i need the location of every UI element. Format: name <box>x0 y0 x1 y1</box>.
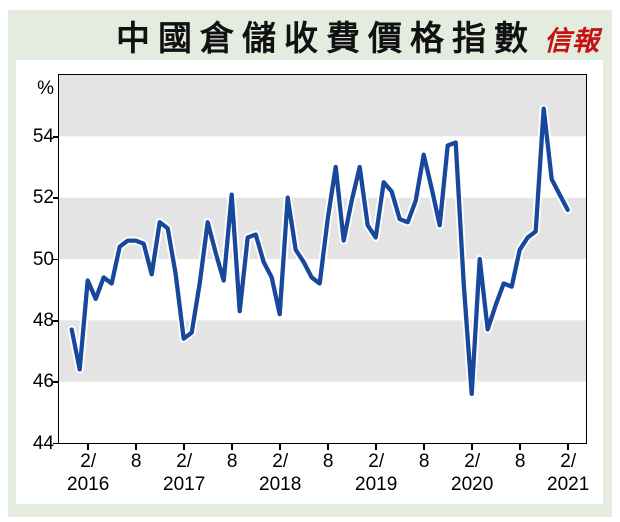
x-tick-label: 2/2016 <box>55 450 121 496</box>
x-tick <box>183 443 185 450</box>
y-tick <box>53 197 59 199</box>
x-tick <box>375 443 377 450</box>
x-tick-label-month: 2/ <box>464 451 481 472</box>
y-tick <box>53 381 59 383</box>
gray-stripe <box>59 75 586 137</box>
x-tick-label-month: 2/ <box>272 451 289 472</box>
y-tick <box>53 136 59 138</box>
x-tick <box>279 443 281 450</box>
x-tick-label-month: 8 <box>514 451 526 472</box>
x-tick-label: 8 <box>295 450 361 473</box>
x-tick-label-month: 2/ <box>560 451 577 472</box>
y-axis-label: 50 <box>32 248 54 270</box>
x-tick <box>327 443 329 450</box>
x-tick-label-month: 8 <box>226 451 238 472</box>
x-tick-label-year: 2016 <box>67 474 110 495</box>
x-tick-label-month: 8 <box>130 451 142 472</box>
x-tick <box>567 443 569 450</box>
gray-stripe <box>59 320 586 382</box>
x-tick-label: 8 <box>199 450 265 473</box>
x-tick-label: 8 <box>103 450 169 473</box>
x-tick-label: 2/2017 <box>151 450 217 496</box>
x-tick-label-month: 8 <box>418 451 430 472</box>
y-tick <box>53 320 59 322</box>
publication-logo: 信報 <box>544 26 600 56</box>
x-tick <box>135 443 137 450</box>
x-tick <box>87 443 89 450</box>
plot-area <box>58 74 587 444</box>
x-tick <box>423 443 425 450</box>
chart-title: 中國倉儲收費價格指數 <box>116 20 536 58</box>
x-tick-label-year: 2017 <box>163 474 206 495</box>
x-tick-label: 2/2021 <box>535 450 601 496</box>
x-tick-label-year: 2020 <box>451 474 494 495</box>
x-tick <box>471 443 473 450</box>
y-axis-label: 44 <box>32 432 54 454</box>
y-axis-label: 54 <box>32 125 54 147</box>
y-axis-label: 52 <box>32 187 54 209</box>
x-tick-label: 2/2019 <box>343 450 409 496</box>
y-axis-label: 48 <box>32 309 54 331</box>
data-line <box>69 106 570 397</box>
plot-svg <box>59 75 586 398</box>
x-tick-label: 2/2018 <box>247 450 313 496</box>
x-tick-label-month: 2/ <box>80 451 97 472</box>
x-tick-label-month: 2/ <box>176 451 193 472</box>
y-axis-unit-label: % <box>37 78 54 99</box>
y-axis-label: 46 <box>32 371 54 393</box>
x-tick-label: 2/2020 <box>439 450 505 496</box>
x-tick-label-month: 8 <box>322 451 334 472</box>
y-tick <box>53 442 59 445</box>
x-tick-label-year: 2018 <box>259 474 302 495</box>
x-tick-label-month: 2/ <box>368 451 385 472</box>
x-tick-label-year: 2019 <box>355 474 398 495</box>
x-tick-label: 8 <box>487 450 553 473</box>
x-tick <box>231 443 233 450</box>
x-tick-label-year: 2021 <box>547 474 590 495</box>
x-tick-label: 8 <box>391 450 457 473</box>
x-tick <box>519 443 521 450</box>
y-tick <box>53 258 59 261</box>
